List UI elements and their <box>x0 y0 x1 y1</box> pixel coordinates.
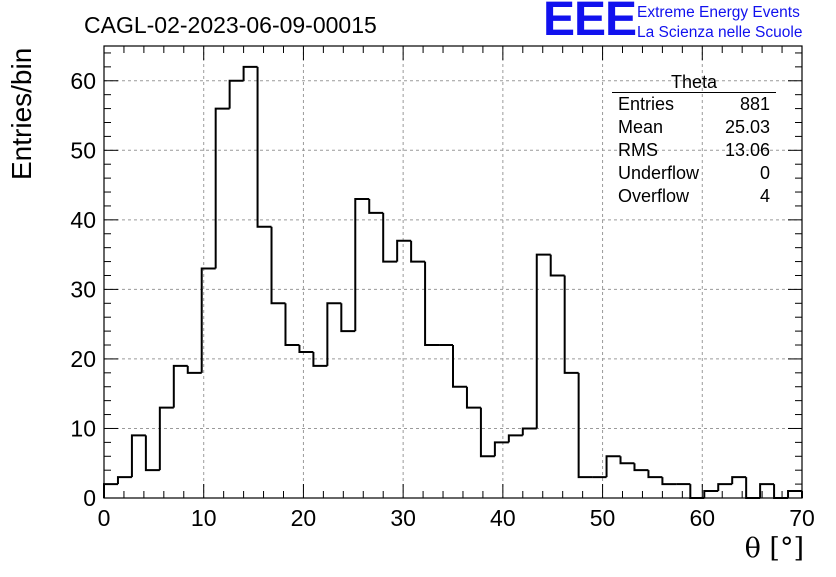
y-tick-label: 40 <box>70 207 96 233</box>
histogram-bin <box>773 484 789 499</box>
x-tick-label: 20 <box>291 505 317 531</box>
stat-value: 881 <box>739 94 770 114</box>
x-tick-label: 60 <box>689 505 715 531</box>
stat-row-rms: RMS 13.06 <box>612 139 776 162</box>
stat-label: RMS <box>618 140 658 160</box>
stat-label: Underflow <box>618 163 700 183</box>
histogram-bin <box>312 351 328 367</box>
stat-value: 25.03 <box>724 117 770 137</box>
histogram-bin <box>577 372 593 479</box>
histogram-bin <box>340 303 356 333</box>
x-axis-label: θ [°] <box>744 533 804 564</box>
stats-box: Theta Entries 881 Mean 25.03 RMS 13.06 U… <box>612 72 776 208</box>
histogram-bin <box>549 254 565 277</box>
logo-text-line2: La Scienza nelle Scuole <box>637 24 803 41</box>
histogram-bin <box>410 240 426 263</box>
stat-label: Mean <box>618 117 664 137</box>
histogram-bin <box>619 456 635 465</box>
histogram-bin <box>787 490 802 498</box>
histogram-bin <box>731 476 747 485</box>
histogram-bin <box>130 434 146 478</box>
stat-label: Entries <box>618 94 675 114</box>
histogram-bin <box>465 386 481 409</box>
histogram-bin <box>633 463 649 472</box>
histogram-bin <box>354 197 370 332</box>
stat-value: 13.06 <box>724 140 770 160</box>
histogram-bin <box>647 470 663 479</box>
histogram-bin <box>661 477 677 486</box>
y-tick-label: 20 <box>70 346 96 372</box>
stat-value: 0 <box>759 163 770 183</box>
histogram-bin <box>521 427 537 436</box>
y-tick-label: 0 <box>83 485 96 511</box>
histogram-bin <box>605 455 621 478</box>
histogram-bin <box>507 434 523 443</box>
stats-title: Theta <box>612 72 776 93</box>
y-tick-label: 10 <box>70 415 96 441</box>
histogram-bin <box>368 198 384 214</box>
stat-value: 4 <box>759 186 770 206</box>
y-tick-label: 30 <box>70 276 96 302</box>
stat-row-underflow: Underflow 0 <box>612 162 776 185</box>
x-tick-label: 0 <box>98 505 111 531</box>
chart-title: CAGL-02-2023-06-09-00015 <box>84 12 377 38</box>
x-tick-label: 40 <box>490 505 516 531</box>
histogram-bin <box>103 483 118 498</box>
histogram-bin <box>703 490 719 498</box>
histogram-bin <box>424 261 440 347</box>
histogram-bin <box>382 212 398 263</box>
histogram-bin <box>116 476 132 485</box>
histogram-bin <box>563 275 579 374</box>
histogram-bin <box>256 66 272 228</box>
histogram-bin <box>284 303 300 347</box>
stat-row-mean: Mean 25.03 <box>612 116 776 139</box>
histogram-bin <box>759 483 775 498</box>
histogram-bin <box>200 267 216 373</box>
y-tick-label: 60 <box>70 68 96 94</box>
histogram-bin <box>270 226 286 305</box>
histogram-bin <box>298 345 314 353</box>
stat-row-entries: Entries 881 <box>612 93 776 116</box>
histogram-bin <box>172 364 188 408</box>
histogram-bin <box>326 302 342 366</box>
stat-label: Overflow <box>618 186 690 206</box>
histogram-bin <box>214 107 230 269</box>
x-tick-label: 10 <box>191 505 217 531</box>
histogram-bin <box>535 253 551 429</box>
y-axis-label: Entries/bin <box>6 47 37 180</box>
eee-logo: EEE <box>543 0 637 46</box>
x-tick-label: 50 <box>590 505 616 531</box>
histogram-bin <box>452 345 467 388</box>
x-tick-label: 70 <box>789 505 815 531</box>
histogram-bin <box>144 435 160 472</box>
logo-text-line1: Extreme Energy Events <box>637 4 800 21</box>
histogram-bin <box>717 483 733 492</box>
histogram-bin <box>745 477 761 499</box>
histogram-bin <box>186 365 202 374</box>
histogram-bin <box>479 407 495 458</box>
histogram-bin <box>158 406 174 471</box>
y-tick-label: 50 <box>70 137 96 163</box>
stat-row-overflow: Overflow 4 <box>612 185 776 208</box>
histogram-bin <box>228 79 244 109</box>
x-tick-label: 30 <box>390 505 416 531</box>
histogram-bin <box>396 239 412 262</box>
histogram-bin <box>493 441 509 457</box>
plot-frame <box>103 45 803 499</box>
histogram-bin <box>242 65 258 81</box>
